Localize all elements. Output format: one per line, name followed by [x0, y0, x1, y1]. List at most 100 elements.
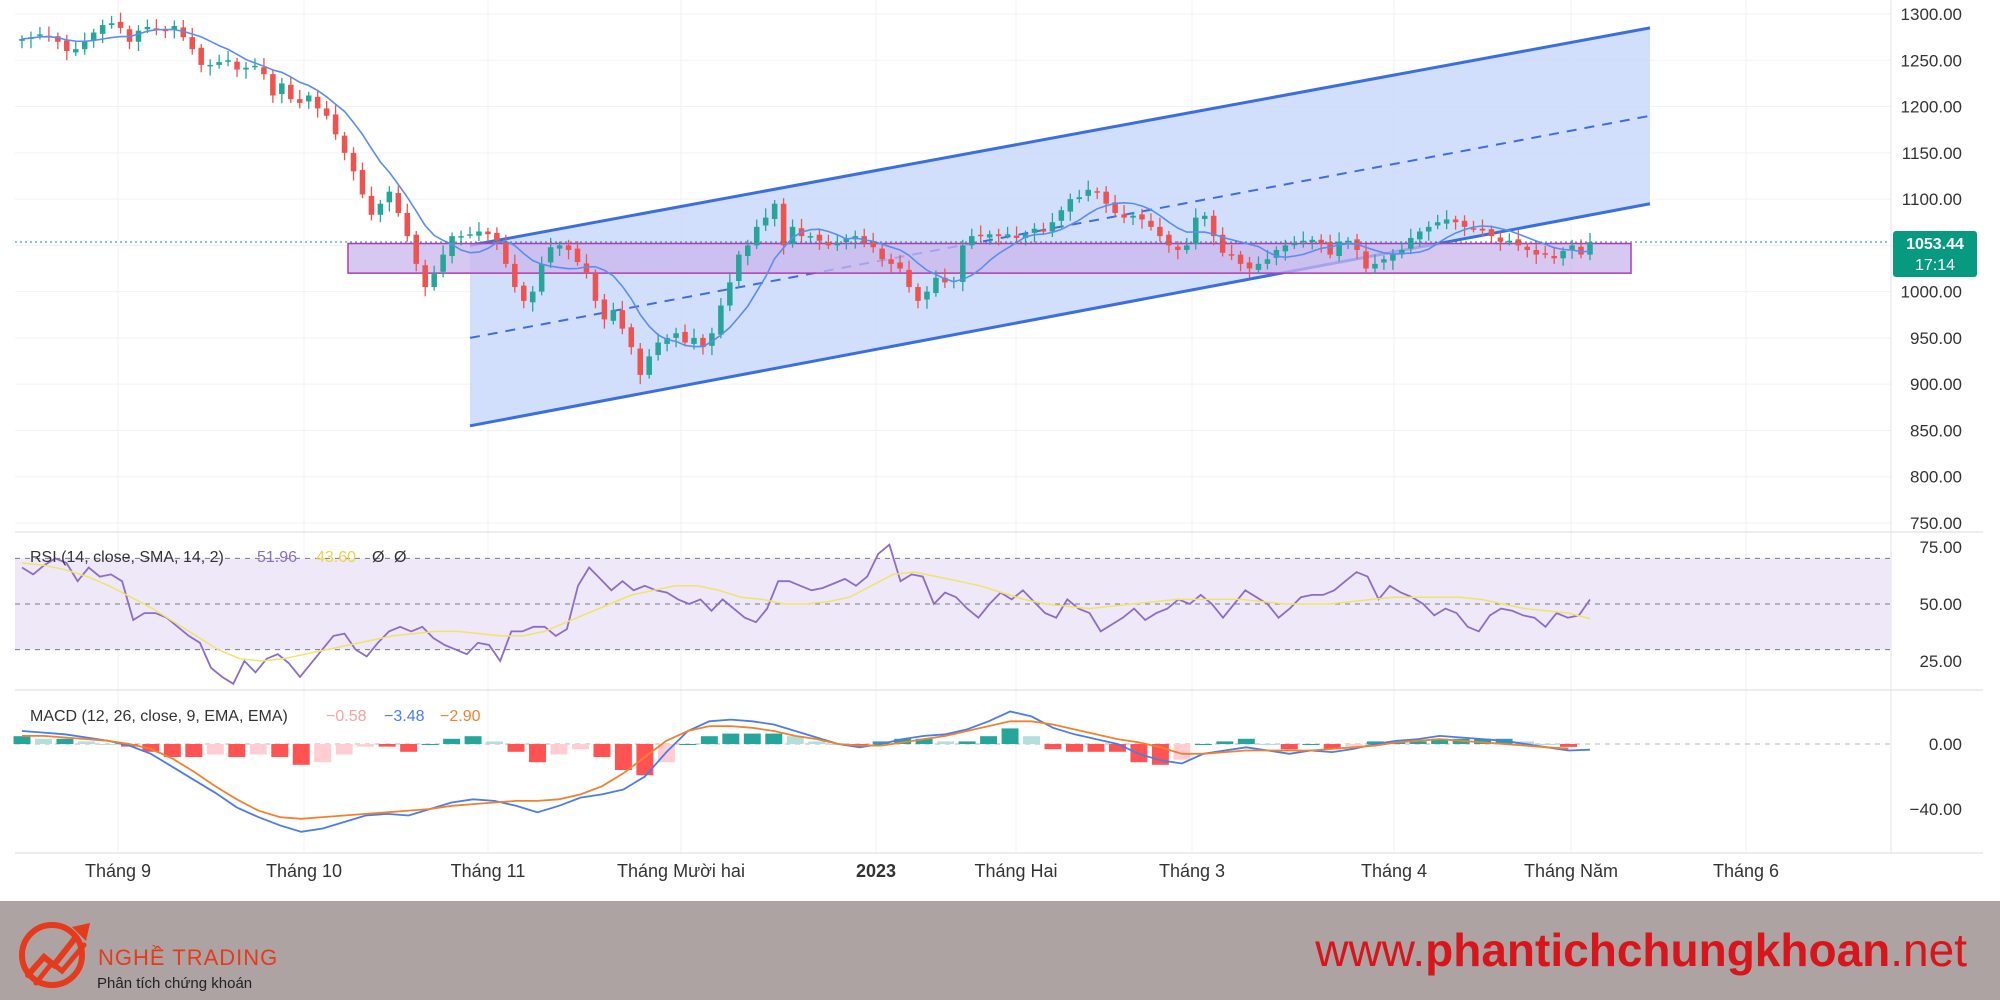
macd-histogram-bar: [335, 744, 353, 755]
macd-histogram-bar: [1216, 741, 1234, 744]
macd-histogram-bar: [593, 744, 611, 757]
macd-histogram-bar: [56, 738, 74, 744]
time-tick-label: Tháng Năm: [1524, 861, 1618, 881]
candle-body: [431, 273, 437, 288]
candle-body: [1551, 256, 1557, 259]
rsi-sma-line: [21, 562, 1591, 662]
candle-body: [1470, 228, 1477, 230]
candle-body: [583, 263, 590, 274]
candle-body: [888, 259, 894, 264]
candle-body: [762, 217, 769, 226]
candle-body: [288, 84, 294, 100]
candle-body: [332, 114, 339, 135]
macd-histogram-bar: [1108, 744, 1126, 752]
candle-body: [825, 242, 832, 246]
site-url-link[interactable]: www.phantichchungkhoan.net: [1315, 923, 1967, 977]
candle-body: [1390, 254, 1396, 261]
candle-body: [252, 65, 258, 68]
candle-body: [1031, 228, 1038, 233]
time-tick-label: Tháng 3: [1159, 861, 1225, 881]
candle-body: [942, 277, 948, 283]
candle-body: [744, 245, 751, 257]
candle-body: [207, 64, 213, 67]
candle-body: [359, 169, 366, 195]
candle-body: [171, 26, 178, 30]
macd-histogram-bar: [421, 744, 439, 745]
candle-body: [1094, 191, 1100, 193]
current-price-badge: 1053.44 17:14: [15, 231, 1977, 277]
candle-body: [467, 234, 473, 236]
candle-body: [503, 242, 509, 264]
price-badge-countdown: 17:14: [1915, 257, 1955, 274]
macd-histogram-bar: [77, 741, 95, 744]
macd-histogram-bar: [894, 738, 912, 744]
rsi-ma-value: 43.60: [316, 549, 356, 566]
candle-body: [556, 245, 563, 249]
price-tick-label: 850.00: [1910, 421, 1962, 440]
rsi-tick-label: 75.00: [1919, 538, 1962, 557]
rsi-tick-label: 50.00: [1919, 595, 1962, 614]
candle-body: [90, 32, 97, 41]
candle-body: [108, 23, 115, 26]
candle-body: [476, 231, 482, 236]
macd-histogram-bar: [786, 736, 804, 744]
moving-average: [21, 28, 1591, 348]
macd-histogram-bar: [614, 744, 632, 770]
macd-histogram-bar: [722, 733, 740, 744]
macd-histogram-bar: [1044, 744, 1062, 750]
time-tick-label: 2023: [856, 861, 896, 881]
macd-histogram-bar: [271, 744, 289, 757]
candle-body: [691, 337, 697, 344]
candle-body: [377, 203, 384, 215]
candle-body: [1524, 246, 1531, 250]
candle-body: [619, 310, 626, 329]
candle-body: [1049, 222, 1056, 232]
time-axis[interactable]: Tháng 9 Tháng 10 Tháng 11 Tháng Mười hai 202…: [85, 861, 1779, 881]
chart-canvas[interactable]: 1300.001250.001200.001150.001100.001050.…: [0, 0, 2000, 900]
macd-histogram-bar: [163, 744, 181, 757]
price-axis[interactable]: 1300.001250.001200.001150.001100.001050.…: [1901, 5, 1962, 533]
macd-histogram-bar: [1087, 744, 1105, 752]
candle-body: [816, 234, 823, 241]
macd-histogram-bar: [35, 738, 52, 744]
price-tick-label: 1100.00: [1902, 190, 1962, 209]
price-tick-label: 1300.00: [1901, 5, 1962, 24]
macd-histogram-bar: [142, 744, 160, 752]
macd-line-value: −3.48: [384, 708, 425, 725]
candle-body: [1399, 249, 1405, 255]
candle-body: [1408, 237, 1414, 249]
time-tick-label: Tháng 4: [1361, 861, 1427, 881]
candle-body: [628, 327, 635, 348]
rsi-value: 51.96: [257, 549, 297, 566]
candle-body: [323, 108, 330, 116]
candle-body: [243, 67, 249, 70]
candle-body: [341, 135, 348, 153]
candle-body: [1434, 222, 1441, 226]
candle-body: [736, 254, 742, 281]
macd-histogram-bar: [1366, 741, 1384, 744]
candle-body: [906, 269, 912, 288]
channel-lower-line: [469, 202, 1651, 428]
brand-name: NGHỀ TRADING: [98, 945, 279, 970]
candle-body: [646, 356, 652, 375]
candle-body: [413, 234, 420, 264]
candle-body: [977, 234, 984, 237]
candlestick-series: [19, 12, 1593, 385]
candle-body: [924, 291, 930, 300]
candle-body: [780, 203, 787, 246]
candle-body: [1416, 231, 1423, 240]
macd-histogram-bar: [99, 744, 117, 745]
candle-body: [1443, 219, 1450, 224]
candle-body: [1112, 202, 1118, 213]
macd-pane[interactable]: 0.00 −40.00: [13, 710, 1962, 833]
candle-body: [1040, 230, 1047, 232]
candle-body: [494, 232, 500, 241]
candle-body: [279, 83, 285, 95]
macd-tick-label: 0.00: [1929, 735, 1962, 754]
candle-body: [1237, 254, 1244, 264]
candle-body: [1076, 197, 1083, 200]
price-badge-box: [1893, 231, 1977, 277]
candle-body: [1506, 240, 1513, 243]
rsi-pane[interactable]: 75.00 50.00 25.00: [15, 538, 1962, 686]
regression-channel[interactable]: [469, 26, 1651, 428]
